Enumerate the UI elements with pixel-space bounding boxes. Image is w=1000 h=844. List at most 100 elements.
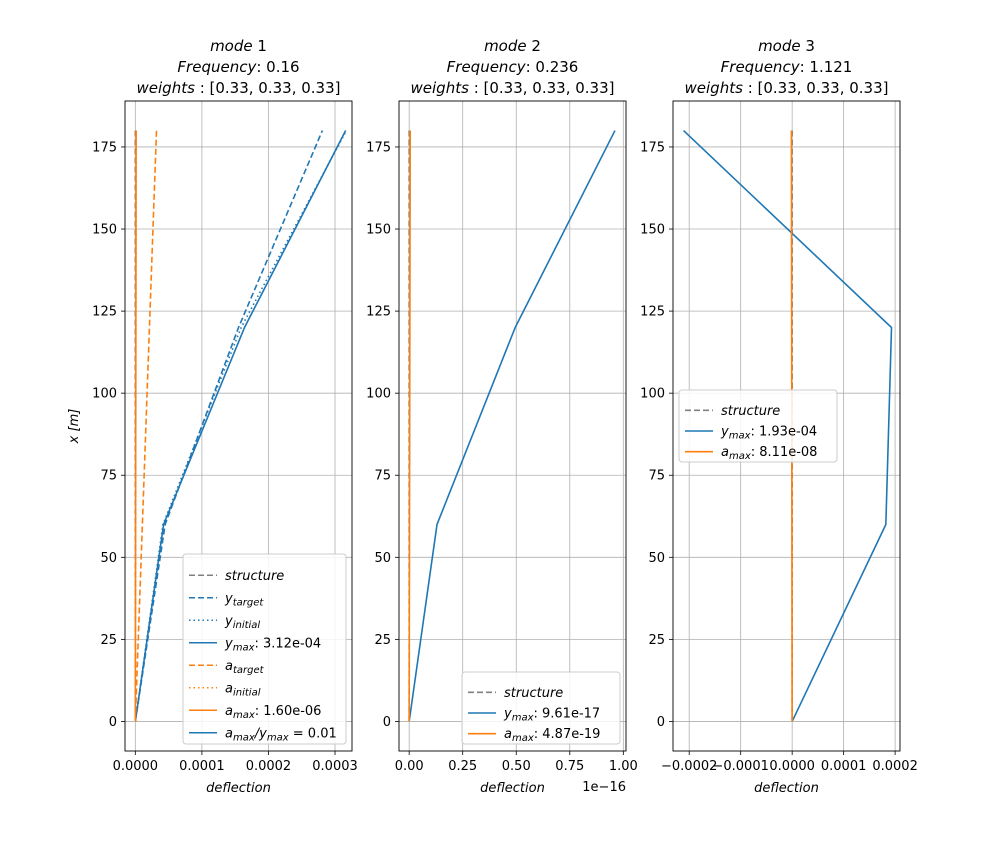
title-key: Frequency: [447, 58, 527, 76]
title-value: : [0.33, 0.33, 0.33]: [474, 79, 615, 97]
series-a-max: [408, 130, 412, 722]
y-tick-label: 100: [366, 387, 391, 402]
legend-symbol: y: [224, 614, 233, 629]
panel-title-line-1: mode 3: [758, 37, 815, 55]
y-tick-label: 0: [109, 715, 117, 730]
legend-value: : 9.61e-17: [534, 707, 601, 722]
legend-value: : 1.93e-04: [751, 425, 818, 440]
y-tick-label: 50: [100, 551, 117, 566]
legend-label-structure: structure: [225, 569, 284, 584]
legend-subscript: max: [233, 732, 255, 743]
title-key: weights: [411, 79, 474, 97]
legend-label-y-max: ymax: 1.93e-04: [720, 425, 817, 442]
legend-symbol: structure: [504, 686, 563, 701]
x-tick-label: 0.0002: [872, 759, 918, 774]
legend-symbol: a: [225, 659, 233, 674]
legend-symbol: y: [224, 591, 233, 606]
x-tick-label: 0.75: [555, 759, 584, 774]
x-axis-label: deflection: [206, 781, 271, 796]
title-value: : 1.121: [800, 58, 853, 76]
legend-symbol: a: [225, 726, 233, 741]
title-key: weights: [685, 79, 748, 97]
legend-label-y-initial: yinitial: [224, 614, 260, 631]
legend: structure ymax: 9.61e-17 amax: 4.87e-19: [461, 671, 621, 745]
panel-title-line-1: mode 2: [484, 37, 541, 55]
title-key: Frequency: [721, 58, 801, 76]
axes-frame: [124, 100, 353, 752]
panel-title-line-3: weights : [0.33, 0.33, 0.33]: [137, 79, 341, 97]
legend-label-a-max: amax: 1.60e-06: [225, 704, 321, 721]
x-axis-label: deflection: [480, 781, 545, 796]
x-tick-label: 0.0000: [113, 759, 159, 774]
x-tick-label: 1.00: [609, 759, 638, 774]
legend-label-ratio: amax/ymax = 0.01: [225, 726, 337, 743]
panel-title-line-3: weights : [0.33, 0.33, 0.33]: [685, 79, 889, 97]
panel-mode-2: 0.00 0.25 0.50 0.75 1.00 0 25 50 75 100 125 150 175 1…: [366, 37, 638, 796]
y-tick-label: 125: [92, 305, 117, 320]
legend-subscript: target: [233, 597, 265, 608]
y-tick-label: 25: [648, 633, 665, 648]
y-tick-label: 150: [366, 223, 391, 238]
legend-value: = 0.01: [289, 726, 337, 741]
panel-title-line-2: Frequency: 0.16: [177, 58, 299, 76]
legend-symbol: a: [721, 445, 729, 460]
panel-title-line-2: Frequency: 0.236: [447, 58, 579, 76]
legend-label-y-max: ymax: 9.61e-17: [503, 707, 600, 724]
legend-symbol: structure: [721, 404, 780, 419]
y-axis-label: x [m]: [67, 409, 82, 445]
legend-symbol: y: [224, 636, 233, 651]
x-tick-label: 0.25: [448, 759, 477, 774]
panel-mode-1: 0.0000 0.0001 0.0002 0.0003 0 25 50 75 100 125 150…: [67, 37, 358, 796]
legend-frame: [461, 671, 621, 745]
series-y-max: [134, 130, 347, 722]
title-value: : 0.16: [256, 58, 299, 76]
series-y-max: [682, 129, 893, 722]
panel-mode-3: −0.0002−0.0001 0.0000 0.0001 0.0002 0 25 50 75 1…: [640, 37, 918, 796]
legend-symbol: a: [225, 704, 233, 719]
title-mode-word: mode: [484, 37, 531, 55]
title-mode-word: mode: [758, 37, 805, 55]
legend-subscript: target: [233, 665, 265, 676]
y-tick-label: 175: [366, 140, 391, 155]
legend-symbol: a: [225, 681, 233, 696]
legend-subscript: max: [233, 710, 255, 721]
y-tick-label: 50: [374, 551, 391, 566]
x-axis-label: deflection: [754, 781, 819, 796]
legend-label-a-initial: ainitial: [225, 681, 261, 698]
axes-frame: [672, 100, 901, 752]
legend-label-structure: structure: [504, 686, 563, 701]
series-y-max: [408, 130, 616, 722]
y-tick-label: 75: [100, 469, 117, 484]
series-a-target: [134, 130, 158, 722]
y-tick-label: 50: [648, 551, 665, 566]
x-tick-label: 0.0002: [246, 759, 292, 774]
legend-subscript: max: [512, 713, 534, 724]
y-tick-label: 125: [366, 305, 391, 320]
y-tick-label: 125: [640, 305, 665, 320]
y-tick-label: 100: [92, 387, 117, 402]
y-tick-label: 75: [374, 469, 391, 484]
x-tick-label: 0.0003: [312, 759, 358, 774]
x-tick-label: 0.0000: [769, 759, 815, 774]
legend-label-a-max: amax: 4.87e-19: [504, 727, 600, 744]
legend-subscript-2: max: [267, 732, 289, 743]
legend-label-a-target: atarget: [225, 659, 265, 676]
title-key: Frequency: [177, 58, 257, 76]
panel-title-line-2: Frequency: 1.121: [721, 58, 853, 76]
x-offset-text: 1e−16: [582, 780, 626, 795]
legend-subscript: max: [512, 733, 534, 744]
legend-symbol: a: [504, 727, 512, 742]
legend-frame: [678, 389, 838, 463]
y-tick-label: 0: [383, 715, 391, 730]
series-a-max: [134, 130, 137, 722]
legend-label-a-max: amax: 8.11e-08: [721, 445, 817, 462]
y-tick-label: 25: [100, 633, 117, 648]
y-tick-label: 175: [92, 140, 117, 155]
x-tick-label: −0.0002: [661, 759, 717, 774]
x-tick-label: −0.0001: [712, 759, 768, 774]
legend-value: : 8.11e-08: [751, 445, 818, 460]
y-tick-label: 175: [640, 140, 665, 155]
title-value: : 0.236: [526, 58, 579, 76]
legend-subscript: initial: [233, 620, 261, 631]
